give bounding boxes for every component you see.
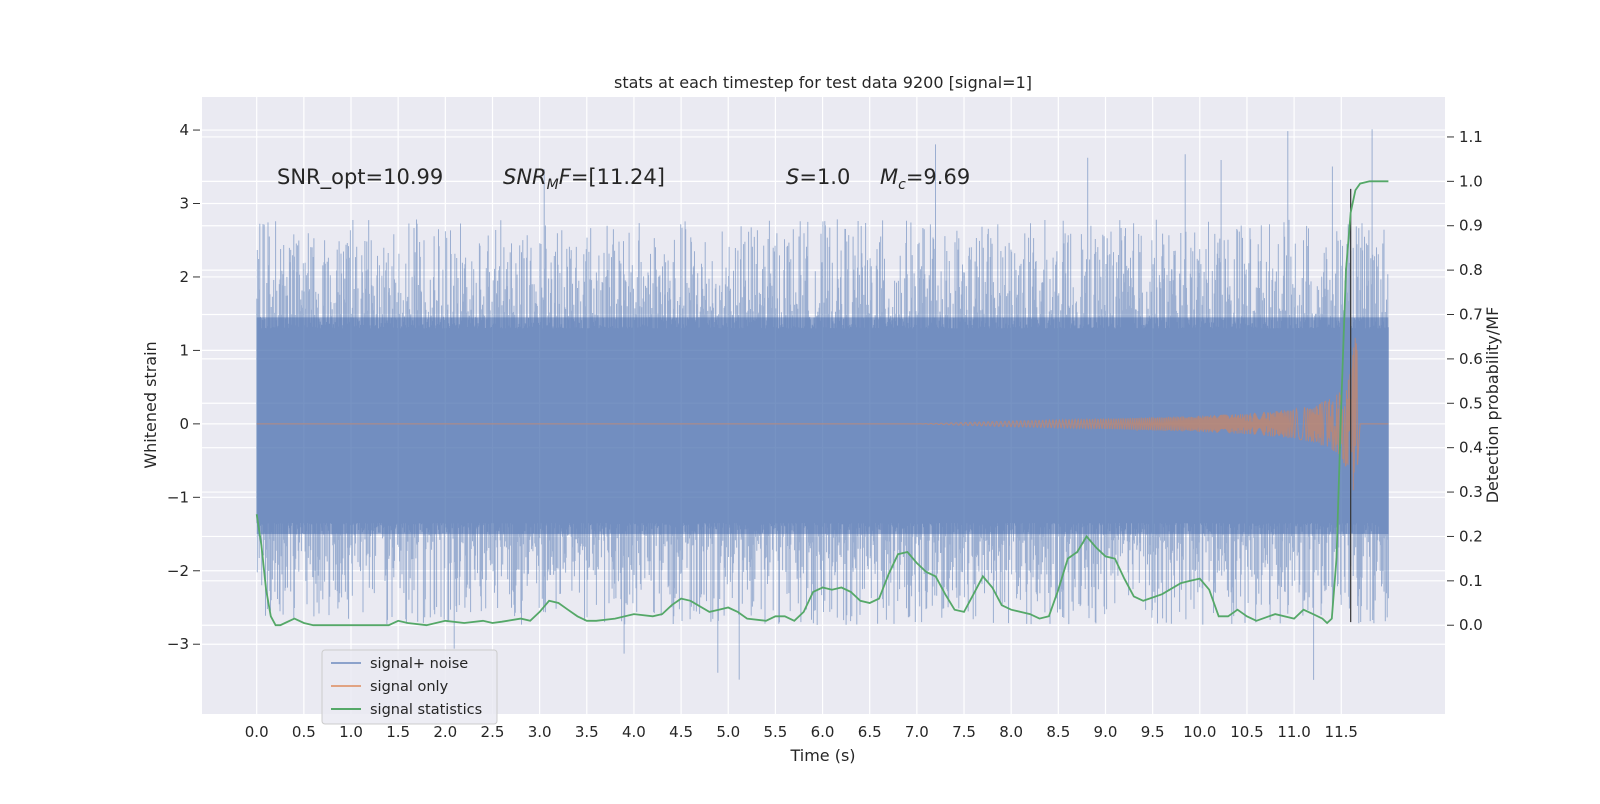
y-tick-label: 1 xyxy=(179,341,189,359)
legend-label-signal-only: signal only xyxy=(370,679,449,695)
chart-title: stats at each timestep for test data 920… xyxy=(614,73,1032,92)
y-axis-label: Whitened strain xyxy=(141,341,160,468)
x-tick-label: 0.0 xyxy=(245,723,269,741)
x-tick-label: 9.5 xyxy=(1141,723,1165,741)
y-tick-label: −2 xyxy=(167,562,189,580)
y-right-tick-label: 0.1 xyxy=(1459,572,1483,590)
x-tick-label: 7.0 xyxy=(905,723,929,741)
x-tick-label: 4.5 xyxy=(669,723,693,741)
annotation-s: S=1.0 xyxy=(786,165,850,189)
y-right-tick-label: 0.8 xyxy=(1459,261,1483,279)
y-right-tick-label: 0.9 xyxy=(1459,217,1483,235)
axes: 0.0 0.5 1.0 1.5 2.0 2.5 3.0 3.5 4.0 4.5 5.0 5.5 6.0 6… xyxy=(167,121,1483,741)
y-right-tick-label: 0.3 xyxy=(1459,483,1483,501)
x-tick-label: 6.5 xyxy=(858,723,882,741)
y-tick-label: 3 xyxy=(179,195,189,213)
y-tick-label: −3 xyxy=(167,635,189,653)
x-tick-label: 8.5 xyxy=(1046,723,1070,741)
x-tick-label: 3.0 xyxy=(528,723,552,741)
annotation-mc: Mc=9.69 xyxy=(880,165,970,193)
y-tick-label: 0 xyxy=(179,415,189,433)
x-tick-label: 10.0 xyxy=(1183,723,1216,741)
x-tick-label: 1.0 xyxy=(339,723,363,741)
y-right-tick-label: 0.5 xyxy=(1459,394,1483,412)
x-axis-label: Time (s) xyxy=(789,746,855,765)
x-tick-label: 9.0 xyxy=(1094,723,1118,741)
x-tick-label: 2.5 xyxy=(481,723,505,741)
legend-frame xyxy=(321,649,498,725)
x-tick-label: 5.5 xyxy=(763,723,787,741)
x-tick-label: 4.0 xyxy=(622,723,646,741)
y-tick-label: 2 xyxy=(179,268,189,286)
x-tick-label: 11.5 xyxy=(1325,723,1358,741)
y-axis-right-label: Detection probability/MF xyxy=(1483,307,1502,504)
y-right-tick-label: 0.4 xyxy=(1459,439,1483,457)
x-tick-label: 7.5 xyxy=(952,723,976,741)
y-right-tick-label: 1.0 xyxy=(1459,172,1483,190)
x-tick-label: 3.5 xyxy=(575,723,599,741)
annotation-snr-mf: SNRMF=[11.24] xyxy=(503,165,665,193)
y-tick-label: −1 xyxy=(167,488,189,506)
x-tick-label: 1.5 xyxy=(386,723,410,741)
x-tick-label: 11.0 xyxy=(1277,723,1310,741)
legend-label-signal-statistics: signal statistics xyxy=(370,702,482,718)
y-right-tick-label: 0.2 xyxy=(1459,527,1483,545)
legend: signal+ noise signal only signal statist… xyxy=(321,649,498,725)
series-signal-statistics xyxy=(255,180,1389,627)
y-right-tick-label: 0.6 xyxy=(1459,350,1483,368)
plot-content xyxy=(255,129,1389,680)
y-right-tick-label: 0.7 xyxy=(1459,306,1483,324)
y-right-tick-label: 0.0 xyxy=(1459,616,1483,634)
series-signal-only xyxy=(256,337,1389,491)
x-tick-label: 2.0 xyxy=(433,723,457,741)
x-tick-label: 10.5 xyxy=(1230,723,1263,741)
legend-label-signal-noise: signal+ noise xyxy=(370,656,468,672)
annotation-snr-opt: SNR_opt=10.99 xyxy=(277,165,443,190)
x-tick-label: 6.0 xyxy=(811,723,835,741)
y-tick-label: 4 xyxy=(179,121,189,139)
y-right-tick-label: 1.1 xyxy=(1459,128,1483,146)
x-tick-label: 0.5 xyxy=(292,723,316,741)
x-tick-label: 8.0 xyxy=(999,723,1023,741)
annotations: SNR_opt=10.99 SNRMF=[11.24] S=1.0 Mc=9.6… xyxy=(277,165,970,193)
x-tick-label: 5.0 xyxy=(716,723,740,741)
